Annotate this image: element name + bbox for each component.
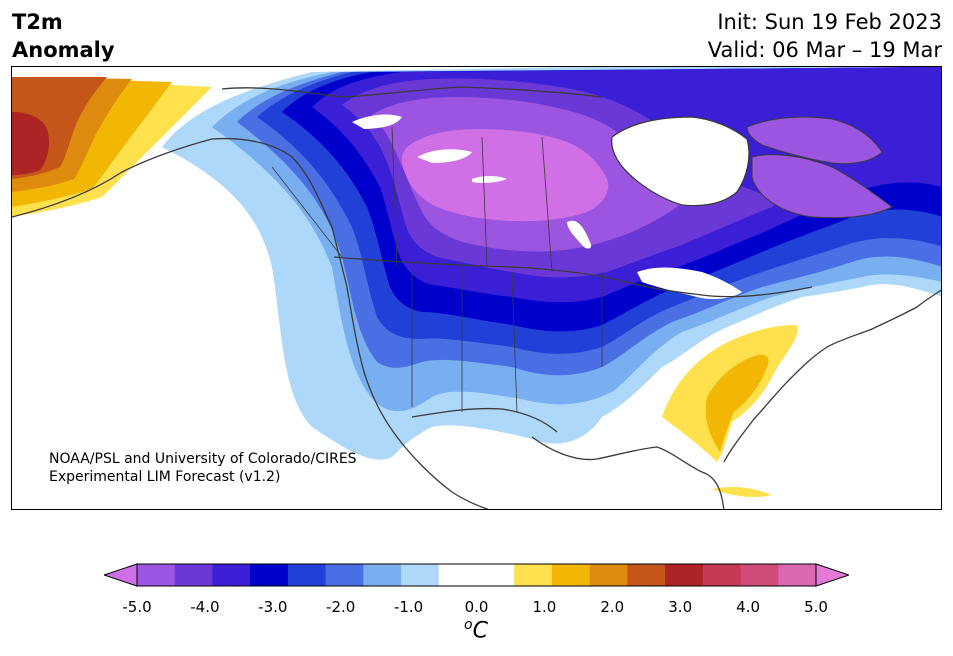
- colorbar-tick-label: 2.0: [600, 598, 625, 616]
- colorbar-tick-label: -5.0: [122, 598, 152, 616]
- credit-line2: Experimental LIM Forecast (v1.2): [49, 469, 281, 485]
- great-slave-lake: [352, 114, 402, 129]
- attribution: NOAA/PSL and University of Colorado/CIRE…: [49, 450, 357, 486]
- unit-base: C: [472, 618, 488, 644]
- arctic-coast: [221, 86, 603, 98]
- colorbar-tick-label: 5.0: [804, 598, 828, 616]
- colorbar-tick-label: 3.0: [668, 598, 693, 616]
- unit-superscript: o: [464, 617, 473, 633]
- warm-band-3-0: [12, 112, 50, 175]
- southeast-warm-anomaly: [662, 325, 798, 497]
- colorbar-tick-label: 4.0: [736, 598, 761, 616]
- labrador: [751, 154, 893, 219]
- colorbar-segment: [740, 564, 779, 586]
- colorbar-segment: [250, 564, 289, 586]
- colorbar-min-extension: [104, 563, 138, 587]
- init-date: Init: Sun 19 Feb 2023: [717, 10, 942, 34]
- colorbar-tick-label: -3.0: [258, 598, 288, 616]
- colorbar-tick-label: -1.0: [393, 598, 424, 616]
- colorbar-segment: [401, 564, 440, 586]
- anomaly-map: [11, 66, 942, 510]
- colorbar-segment: [438, 564, 477, 586]
- colorbar-segment: [589, 564, 628, 586]
- colorbar-tick-label: 1.0: [532, 598, 557, 616]
- us-canada-border: [333, 256, 813, 298]
- gulf-coast: [531, 436, 725, 509]
- lake-athabasca: [472, 176, 507, 183]
- colorbar-segment: [778, 564, 817, 586]
- title-line2: Anomaly: [12, 38, 115, 62]
- colorbar-tick-label: -4.0: [190, 598, 220, 616]
- no-data-lakes: [352, 114, 749, 300]
- colorbar-outline: [136, 563, 817, 587]
- lake-winnipeg: [567, 220, 592, 249]
- cuba-warm: [712, 487, 772, 497]
- baffin-island: [746, 116, 883, 165]
- great-bear-lake: [417, 149, 472, 163]
- colorbar-segment: [325, 564, 364, 586]
- colorbar-segment: [665, 564, 704, 586]
- credit-line1: NOAA/PSL and University of Colorado/CIRE…: [49, 451, 357, 467]
- colorbar: [104, 563, 849, 587]
- map-title: T2m Anomaly: [12, 8, 115, 64]
- hudson-bay-shore: [611, 116, 750, 207]
- hudson-bay: [611, 117, 749, 206]
- title-line1: T2m: [12, 10, 63, 34]
- colorbar-unit: oC: [464, 617, 488, 643]
- valid-range: Valid: 06 Mar – 19 Mar: [707, 38, 942, 62]
- coastlines-and-borders: [12, 86, 941, 509]
- colorbar-segment: [212, 564, 251, 586]
- pacific-coast: [12, 137, 489, 509]
- forecast-dates: Init: Sun 19 Feb 2023 Valid: 06 Mar – 19…: [708, 8, 942, 64]
- colorbar-segment: [551, 564, 591, 586]
- colorbar-tick-label: -2.0: [326, 598, 356, 616]
- us-mexico-border: [411, 407, 558, 433]
- colorbar-segment: [702, 564, 742, 586]
- colorbar-segment: [363, 564, 402, 586]
- colorbar-segment: [137, 564, 176, 586]
- colorbar-segment: [627, 564, 666, 586]
- arctic-islands: [746, 116, 893, 219]
- atlantic-coast: [723, 289, 941, 463]
- colorbar-tick-label: 0.0: [464, 598, 489, 616]
- province-lines: [271, 126, 603, 413]
- colorbar-segment: [476, 564, 515, 586]
- alaska-warm-anomaly: [12, 77, 212, 217]
- se-warm-band-1-0: [705, 354, 769, 452]
- colorbar-segment: [287, 564, 327, 586]
- colorbar-max-extension: [815, 563, 849, 587]
- colorbar-segment: [514, 564, 553, 586]
- colorbar-segment: [174, 564, 213, 586]
- great-lakes: [637, 267, 742, 300]
- map-canvas: [12, 67, 941, 509]
